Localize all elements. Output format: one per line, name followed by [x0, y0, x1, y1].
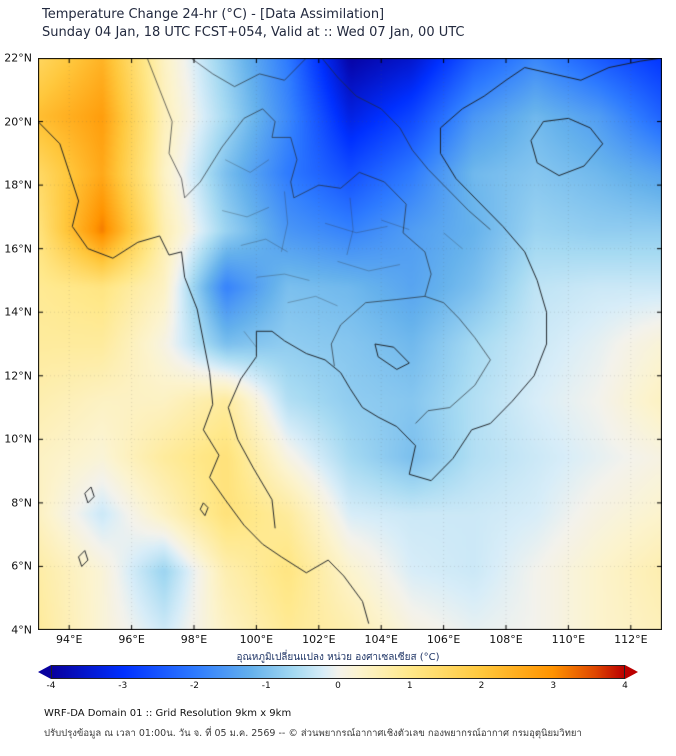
y-tick-label: 12°N: [4, 369, 32, 383]
colorbar-tick-label: -4: [46, 681, 56, 691]
y-tick-label: 22°N: [4, 51, 32, 65]
colorbar-label: อุณหภูมิเปลี่ยนแปลง หน่วย องศาเซลเซียส (…: [236, 652, 440, 663]
map-plot-area: [38, 58, 662, 630]
model-info-text: WRF-DA Domain 01 :: Grid Resolution 9km …: [44, 708, 292, 719]
colorbar-right-arrow: [625, 665, 638, 679]
x-axis-labels: 94°E 96°E 98°E 100°E 102°E 104°E 106°E 108°E 110…: [38, 633, 662, 647]
y-tick-label: 20°N: [4, 115, 32, 129]
y-tick-label: 4°N: [11, 623, 32, 637]
colorbar-tick-label: 2: [478, 681, 485, 691]
y-axis-labels: 4°N 6°N 8°N 10°N 12°N 14°N 16°N 18°N 20°N 22°N: [0, 52, 35, 637]
colorbar-left-arrow: [38, 665, 51, 679]
temperature-change-map-canvas: [38, 58, 662, 630]
colorbar-tick-label: -1: [261, 681, 271, 691]
x-tick-label: 96°E: [118, 633, 145, 646]
x-tick-label: 98°E: [180, 633, 208, 646]
y-tick-label: 6°N: [11, 559, 32, 573]
y-tick-label: 10°N: [4, 432, 32, 446]
colorbar-tick-labels: -4 -3 -2 -1 0 1 2 3 4: [47, 681, 628, 693]
colorbar-tick-label: 3: [550, 681, 557, 691]
y-tick-label: 14°N: [4, 305, 32, 319]
x-tick-label: 94°E: [55, 633, 83, 646]
colorbar-tick-label: -3: [118, 681, 128, 691]
x-tick-label: 112°E: [614, 633, 648, 646]
colorbar-gradient: [51, 665, 625, 679]
x-tick-label: 102°E: [302, 633, 336, 646]
x-tick-label: 110°E: [551, 633, 586, 646]
y-tick-label: 16°N: [4, 242, 32, 256]
chart-title: Temperature Change 24-hr (°C) - [Data As…: [42, 7, 385, 22]
chart-subtitle: Sunday 04 Jan, 18 UTC FCST+054, Valid at…: [42, 25, 465, 40]
x-tick-label: 104°E: [364, 633, 398, 646]
y-tick-label: 8°N: [11, 496, 32, 510]
x-tick-label: 100°E: [239, 633, 274, 646]
x-tick-label: 108°E: [489, 633, 523, 646]
colorbar-tick-label: 4: [622, 681, 628, 691]
x-tick-label: 106°E: [426, 633, 461, 646]
colorbar-tick-label: 0: [335, 681, 341, 691]
update-info-text: ปรับปรุงข้อมูล ณ เวลา 01:00น. วัน จ. ที่…: [44, 728, 582, 739]
colorbar-tick-label: -2: [190, 681, 199, 691]
y-tick-label: 18°N: [4, 178, 32, 192]
colorbar-tick-label: 1: [406, 681, 413, 691]
colorbar: [38, 665, 638, 679]
